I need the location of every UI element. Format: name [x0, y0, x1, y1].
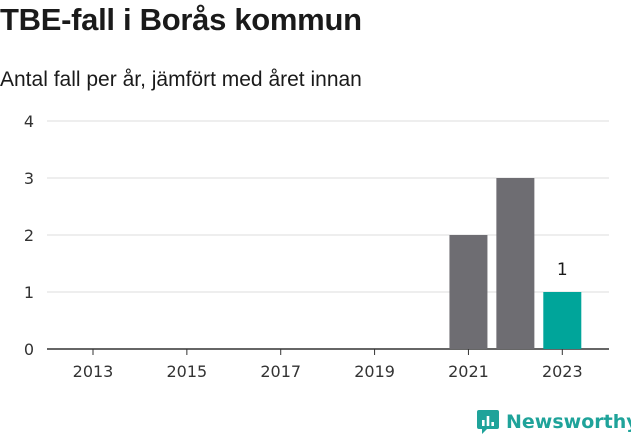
x-tick-label-2015: 2015: [167, 362, 208, 381]
x-tick-label-2019: 2019: [354, 362, 395, 381]
y-tick-label-2: 2: [24, 226, 34, 245]
x-tick-label-2021: 2021: [448, 362, 489, 381]
y-tick-label-4: 4: [24, 112, 34, 131]
x-axis-ticks: 2013 2015 2017 2019 2021 2023: [73, 349, 583, 381]
data-labels: 1: [557, 260, 568, 280]
bar-2021: [449, 235, 488, 349]
newsworthy-brand: Newsworthy: [476, 409, 631, 435]
bars: [449, 178, 582, 349]
bar-2023: [543, 292, 582, 349]
brand-name: Newsworthy: [506, 411, 631, 433]
x-tick-label-2013: 2013: [73, 362, 114, 381]
data-label-2023: 1: [557, 260, 568, 280]
bar-2022: [496, 178, 535, 349]
x-tick-label-2023: 2023: [542, 362, 583, 381]
newsworthy-logo-icon: [477, 410, 499, 434]
chart-subtitle: Antal fall per år, jämfört med året inna…: [0, 68, 362, 91]
x-tick-label-2017: 2017: [260, 362, 301, 381]
chart-title: TBE-fall i Borås kommun: [0, 2, 362, 37]
y-tick-label-1: 1: [24, 283, 34, 302]
y-axis-ticks: 0 1 2 3 4: [24, 112, 34, 359]
y-tick-label-0: 0: [24, 340, 34, 359]
y-tick-label-3: 3: [24, 169, 34, 188]
